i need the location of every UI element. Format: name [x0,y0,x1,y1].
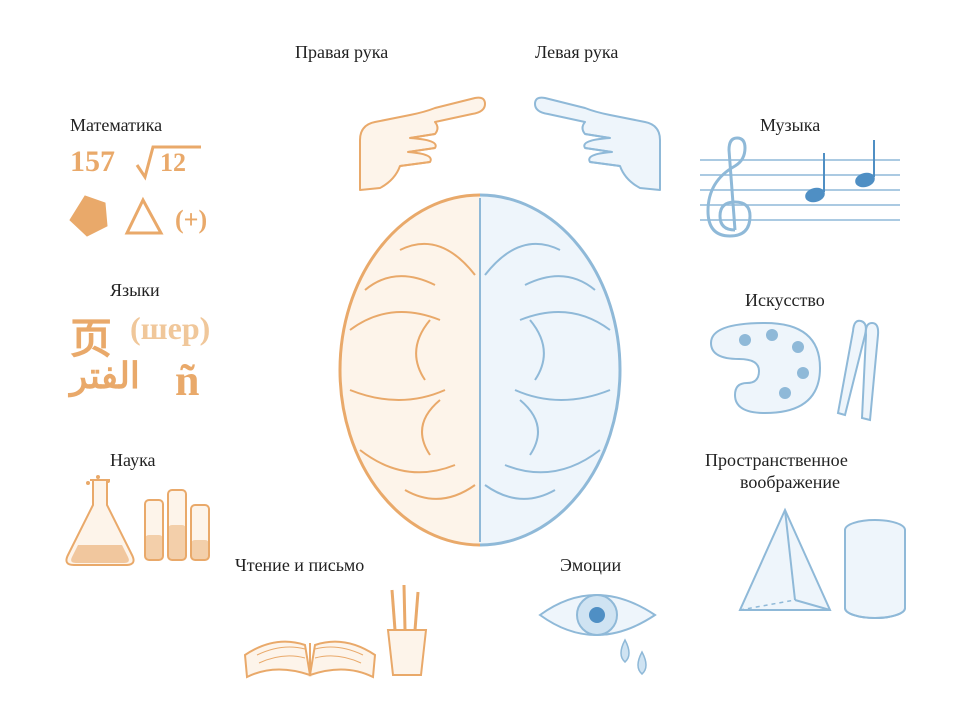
palette-icon [700,315,830,415]
pencil-cup-icon [380,580,435,680]
label-emotions: Эмоции [560,555,621,576]
book-icon [235,585,385,685]
spatial-shapes-icon [730,500,920,630]
brain-hemispheres-infographic: { "type": "infographic", "canvas": { "w"… [0,0,960,720]
right-hand-icon [340,70,490,200]
label-right-hand: Правая рука [295,42,388,63]
label-math: Математика [70,115,162,136]
science-flask-icon [60,475,140,570]
lang-paren-text: шер [141,310,200,346]
brushes-icon [830,315,890,425]
label-left-hand: Левая рука [535,42,618,63]
eye-tears-icon [530,580,670,690]
label-spatial-line1: Пространственное [705,450,848,471]
label-music: Музыка [760,115,820,136]
science-tubes-icon [140,485,220,570]
label-art: Искусство [745,290,825,311]
lang-arabic-icon: الفتر [70,355,140,397]
label-languages: Языки [110,280,160,301]
lang-glyph-n-tilde: ñ [175,355,199,406]
math-root-value: 12 [160,148,186,178]
math-number-icon: 157 [70,145,115,179]
label-spatial-line2: воображение [740,472,840,493]
math-plus-icon: (+) [175,205,207,235]
music-staff-icon [700,145,900,235]
math-shapes-icon [65,188,175,248]
label-reading-writing: Чтение и письмо [235,555,364,576]
label-science: Наука [110,450,156,471]
lang-paren-icon: (шер) [130,310,210,347]
left-hand-icon [530,70,680,200]
